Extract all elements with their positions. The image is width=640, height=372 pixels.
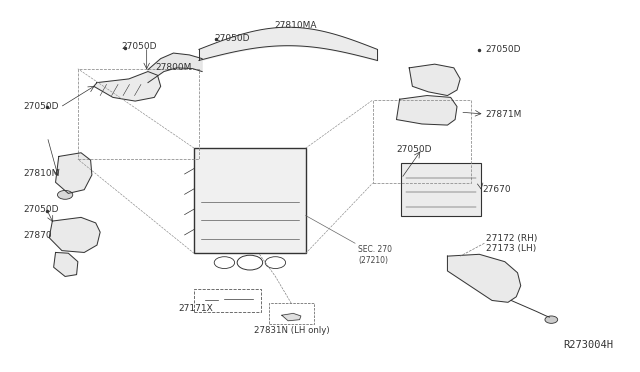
Text: SEC. 270
(27210): SEC. 270 (27210) (358, 245, 392, 265)
Polygon shape (49, 217, 100, 253)
Text: 27871M: 27871M (486, 109, 522, 119)
Text: 27050D: 27050D (24, 205, 59, 215)
Bar (194, 289, 261, 311)
Bar (194, 148, 306, 253)
Polygon shape (56, 153, 92, 193)
Bar (401, 163, 481, 217)
Text: 27172 (RH): 27172 (RH) (486, 234, 537, 243)
Text: 27050D: 27050D (121, 42, 157, 51)
Text: 27050D: 27050D (396, 145, 432, 154)
Polygon shape (409, 64, 460, 96)
Polygon shape (396, 96, 457, 125)
Bar (78, 69, 199, 159)
Text: 27810M: 27810M (24, 169, 60, 177)
Polygon shape (94, 71, 161, 101)
Circle shape (58, 190, 73, 199)
Text: 27810MA: 27810MA (275, 21, 317, 30)
Text: 27050D: 27050D (215, 34, 250, 43)
Text: 27171X: 27171X (179, 304, 213, 313)
Text: 27050D: 27050D (486, 45, 521, 54)
Polygon shape (148, 53, 202, 83)
Polygon shape (447, 254, 521, 302)
Text: 27670: 27670 (483, 185, 511, 194)
Text: 27870: 27870 (24, 231, 52, 240)
Text: 27800M: 27800M (156, 62, 192, 72)
Text: 27050D: 27050D (24, 102, 59, 111)
Text: 27831N (LH only): 27831N (LH only) (253, 326, 329, 335)
Bar (269, 303, 314, 324)
Polygon shape (54, 253, 78, 276)
Text: R273004H: R273004H (563, 340, 613, 350)
Text: 27173 (LH): 27173 (LH) (486, 244, 536, 253)
Polygon shape (282, 313, 301, 321)
Circle shape (545, 316, 557, 323)
Bar (372, 100, 471, 183)
